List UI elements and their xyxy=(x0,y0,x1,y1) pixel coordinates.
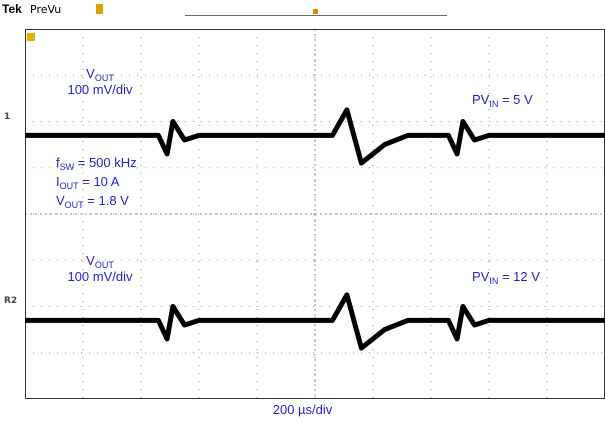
bottom-vout-label: V xyxy=(86,253,95,268)
waveform-series-1 xyxy=(25,107,605,166)
waveform-traces xyxy=(25,107,605,351)
fsw-value: = 500 kHz xyxy=(74,155,137,170)
brand-label: Tek xyxy=(2,2,22,16)
pvin-5v-annotation: PVIN = 5 V xyxy=(472,92,533,109)
vout-set-value: = 1.8 V xyxy=(83,193,129,208)
oscilloscope-screen xyxy=(25,29,605,399)
iout-label: I xyxy=(56,174,60,189)
top-vout-label: V xyxy=(86,66,95,81)
vout-set-annotation: VOUT = 1.8 V xyxy=(56,193,129,210)
iout-annotation: IOUT = 10 A xyxy=(56,174,120,191)
screen-corner-marker xyxy=(27,33,35,41)
record-position-bar xyxy=(185,15,447,16)
pvin-top-subscript: IN xyxy=(489,99,499,109)
fsw-label: f xyxy=(56,155,60,170)
top-vout-subscript: OUT xyxy=(94,73,114,83)
channel-1-marker: 1 xyxy=(4,112,11,122)
fsw-annotation: fSW = 500 kHz xyxy=(56,155,137,172)
top-vout-annotation: VOUT 100 mV/div xyxy=(45,66,155,98)
pvin-top-value: = 5 V xyxy=(498,92,533,107)
acquisition-mode-label: PreVu xyxy=(30,3,62,16)
fsw-subscript: SW xyxy=(59,162,75,172)
pvin-bottom-value: = 12 V xyxy=(498,269,540,284)
trigger-status-icon xyxy=(96,4,103,14)
vout-set-label: V xyxy=(56,193,65,208)
pvin-top-label: PV xyxy=(472,92,490,107)
bottom-vout-annotation: VOUT 100 mV/div xyxy=(45,253,155,285)
pvin-12v-annotation: PVIN = 12 V xyxy=(472,269,540,286)
iout-subscript: OUT xyxy=(59,181,79,191)
bottom-vout-subscript: OUT xyxy=(94,260,114,270)
pvin-bottom-label: PV xyxy=(472,269,490,284)
iout-value: = 10 A xyxy=(78,174,120,189)
top-scale-label: 100 mV/div xyxy=(67,82,133,97)
channel-r2-marker: R2 xyxy=(4,296,18,306)
waveform-series-2 xyxy=(25,292,605,351)
time-scale-label: 200 µs/div xyxy=(272,402,333,417)
trigger-position-marker[interactable] xyxy=(313,9,318,14)
vout-set-subscript: OUT xyxy=(64,200,84,210)
pvin-bottom-subscript: IN xyxy=(489,276,499,286)
bottom-scale-label: 100 mV/div xyxy=(67,269,133,284)
